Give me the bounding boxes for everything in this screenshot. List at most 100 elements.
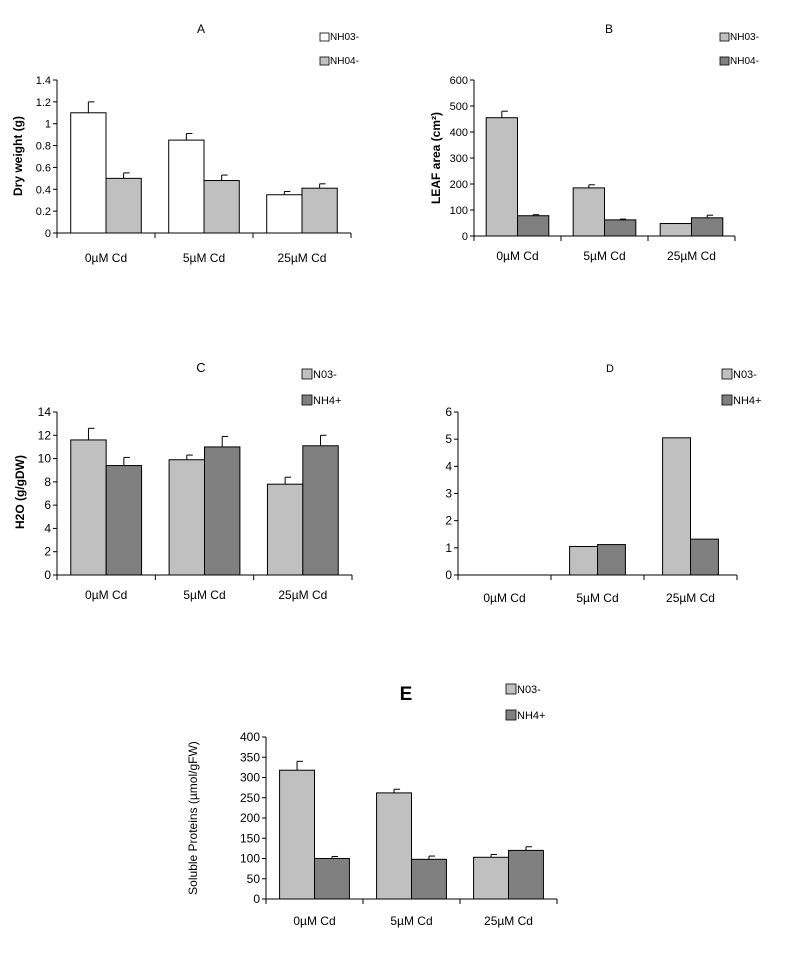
legend-label-d-0: N03- bbox=[733, 369, 757, 381]
y-tick-label-e-4: 200 bbox=[240, 811, 260, 825]
panel-a: A NH03- NH04- Dry weight (g) 0 0.2 0.4 0.6 0.8 1 1… bbox=[11, 22, 359, 265]
y-tick-label-d-0: 0 bbox=[445, 568, 452, 582]
legend-swatch-e-1 bbox=[505, 709, 517, 721]
y-tick-label-a-1: 0.2 bbox=[36, 206, 51, 218]
legend-label-c-1: NH4+ bbox=[313, 395, 341, 407]
bar-a-1-1 bbox=[203, 180, 240, 234]
y-tick-label-d-3: 3 bbox=[445, 487, 452, 501]
bar-e-1-0 bbox=[314, 858, 350, 900]
y-tick-label-c-1: 2 bbox=[44, 545, 51, 559]
x-tick-label-c-1: 5µM Cd bbox=[183, 588, 225, 602]
legend-label-e-1: NH4+ bbox=[517, 710, 545, 722]
panel-title-d: D bbox=[606, 363, 614, 375]
bar-b-1-0 bbox=[517, 215, 550, 237]
bar-c-0-0 bbox=[70, 439, 107, 576]
x-tick-label-e-0: 0µM Cd bbox=[293, 914, 335, 928]
bar-c-0-1 bbox=[168, 459, 206, 576]
bar-c-1-1 bbox=[204, 446, 241, 576]
bar-b-0-1 bbox=[572, 187, 605, 237]
y-tick-label-e-7: 350 bbox=[240, 750, 260, 764]
panel-b: B NH03- NH04- LEAF area (cm²) 0 100 200 300 400 5… bbox=[429, 22, 759, 263]
y-tick-label-c-0: 0 bbox=[44, 568, 51, 582]
y-tick-label-e-1: 50 bbox=[247, 872, 261, 886]
panel-c: C N03- NH4+ H2O (g/gDW) 0 2 4 6 8 10 12 14 0µM Cd 5µM… bbox=[13, 360, 353, 602]
legend-label-b-1: NH04- bbox=[730, 56, 759, 67]
y-tick-label-e-6: 300 bbox=[240, 771, 260, 785]
y-tick-label-d-1: 1 bbox=[445, 541, 452, 555]
bar-d-1-2 bbox=[690, 538, 719, 576]
bar-b-1-1 bbox=[604, 219, 637, 237]
legend-swatch-b-1 bbox=[719, 56, 730, 66]
legend-swatch-a-1 bbox=[319, 56, 330, 66]
legend-swatch-a-0 bbox=[319, 32, 330, 42]
legend-swatch-b-0 bbox=[719, 32, 730, 42]
y-tick-label-c-6: 12 bbox=[38, 428, 52, 442]
x-tick-label-a-2: 25µM Cd bbox=[278, 251, 327, 265]
y-tick-label-b-4: 400 bbox=[450, 127, 468, 139]
y-tick-label-d-2: 2 bbox=[445, 514, 452, 528]
bar-d-1-1 bbox=[597, 544, 626, 576]
x-tick-label-a-0: 0µM Cd bbox=[85, 251, 127, 265]
y-tick-label-e-2: 100 bbox=[240, 852, 260, 866]
y-tick-label-c-2: 4 bbox=[44, 521, 51, 535]
legend-swatch-c-0 bbox=[301, 368, 313, 380]
x-tick-label-d-0: 0µM Cd bbox=[483, 591, 525, 605]
y-tick-label-b-6: 600 bbox=[450, 75, 468, 87]
legend-swatch-e-0 bbox=[505, 683, 517, 695]
bar-b-1-2 bbox=[691, 217, 724, 237]
bar-c-1-2 bbox=[302, 445, 339, 576]
bar-e-0-1 bbox=[376, 792, 412, 900]
bar-a-1-0 bbox=[105, 177, 142, 234]
bar-b-0-2 bbox=[659, 223, 692, 237]
panel-title-a: A bbox=[197, 22, 205, 36]
x-tick-label-d-1: 5µM Cd bbox=[576, 591, 618, 605]
y-tick-label-a-6: 1.2 bbox=[36, 97, 51, 109]
y-tick-label-e-5: 250 bbox=[240, 791, 260, 805]
x-tick-label-b-2: 25µM Cd bbox=[667, 249, 716, 263]
bar-e-0-2 bbox=[473, 856, 509, 900]
y-tick-label-d-4: 4 bbox=[445, 459, 452, 473]
legend-label-a-1: NH04- bbox=[330, 56, 359, 67]
x-tick-label-e-2: 25µM Cd bbox=[484, 914, 533, 928]
y-tick-label-c-4: 8 bbox=[44, 475, 51, 489]
y-tick-label-a-4: 0.8 bbox=[36, 141, 51, 153]
panel-title-b: B bbox=[605, 22, 613, 36]
x-tick-label-a-1: 5µM Cd bbox=[183, 251, 225, 265]
bar-d-0-2 bbox=[662, 437, 691, 576]
bar-a-0-0 bbox=[70, 112, 107, 234]
legend-label-e-0: N03- bbox=[517, 684, 541, 696]
y-tick-label-a-2: 0.4 bbox=[36, 184, 51, 196]
y-axis-label-a: Dry weight (g) bbox=[11, 116, 25, 196]
y-tick-label-e-8: 400 bbox=[240, 730, 260, 744]
x-tick-label-b-0: 0µM Cd bbox=[496, 249, 538, 263]
y-axis-label-c: H2O (g/gDW) bbox=[13, 455, 27, 529]
y-tick-label-c-7: 14 bbox=[38, 405, 52, 419]
x-tick-label-b-1: 5µM Cd bbox=[583, 249, 625, 263]
legend-label-b-0: NH03- bbox=[730, 32, 759, 43]
x-tick-label-e-1: 5µM Cd bbox=[390, 914, 432, 928]
y-tick-label-e-3: 150 bbox=[240, 831, 260, 845]
bar-d-0-1 bbox=[569, 545, 598, 576]
bar-a-0-1 bbox=[168, 139, 205, 234]
bar-e-0-0 bbox=[279, 769, 315, 900]
legend-swatch-d-0 bbox=[721, 368, 733, 380]
bar-b-0-0 bbox=[485, 117, 518, 237]
bar-e-1-1 bbox=[411, 858, 447, 900]
panel-d: D N03- NH4+ 0 1 2 3 4 5 6 0µM Cd 5µM Cd 25µM Cd bbox=[445, 363, 761, 605]
x-tick-label-c-0: 0µM Cd bbox=[85, 588, 127, 602]
panel-e: E N03- NH4+ Soluble Proteins (µmol/gFW) 0 50 1… bbox=[186, 683, 558, 928]
bar-c-1-0 bbox=[105, 465, 143, 576]
bar-e-1-2 bbox=[508, 849, 544, 900]
legend-swatch-d-1 bbox=[721, 394, 733, 406]
y-tick-label-d-5: 5 bbox=[445, 432, 452, 446]
panel-title-e: E bbox=[400, 684, 413, 705]
bar-a-1-2 bbox=[301, 187, 338, 234]
x-tick-label-d-2: 25µM Cd bbox=[666, 591, 715, 605]
y-tick-label-a-3: 0.6 bbox=[36, 162, 51, 174]
y-tick-label-b-3: 300 bbox=[450, 153, 468, 165]
y-tick-label-e-0: 0 bbox=[253, 892, 260, 906]
y-tick-label-b-1: 100 bbox=[450, 205, 468, 217]
x-tick-label-c-2: 25µM Cd bbox=[278, 588, 327, 602]
y-tick-label-c-5: 10 bbox=[38, 452, 52, 466]
